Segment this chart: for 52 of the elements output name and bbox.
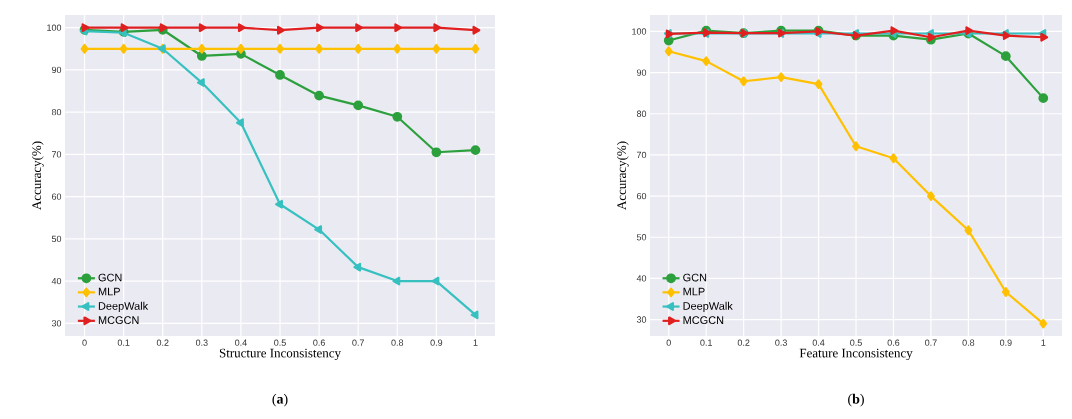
x-tick-label: 0.8: [391, 339, 404, 346]
legend-label: GCN: [98, 273, 122, 282]
x-tick-label: 0.6: [887, 339, 900, 346]
text: (a): [272, 393, 288, 407]
y-tick-label: 60: [636, 192, 647, 200]
y-tick-label: 60: [51, 193, 62, 200]
x-tick-label: 1: [1041, 339, 1046, 346]
x-tick-label: 0.4: [812, 339, 825, 346]
x-tick-label: 0.9: [999, 339, 1012, 346]
legend-label: DeepWalk: [98, 301, 149, 313]
x-tick-label: 0.2: [737, 339, 750, 346]
x-axis-title: Structure Inconsistency: [219, 348, 341, 361]
x-tick-label: 0: [666, 339, 671, 346]
y-tick-label: 90: [636, 69, 647, 76]
y-tick-label: 100: [632, 28, 647, 35]
x-tick-label: 1: [473, 339, 478, 346]
y-axis-title: Accuracy(%): [31, 141, 44, 210]
x-tick-label: 0.7: [925, 339, 937, 346]
y-tick-label: 30: [636, 316, 647, 323]
legend-label: GCN: [683, 273, 707, 282]
x-tick-label: 0.5: [274, 339, 286, 346]
legend-label: DeepWalk: [683, 301, 733, 313]
y-tick-label: 80: [636, 110, 647, 117]
y-tick-label: 80: [51, 108, 62, 116]
x-axis-title: Feature Inconsistency: [799, 348, 913, 361]
y-tick-label: 70: [636, 151, 647, 159]
y-tick-label: 50: [636, 234, 647, 241]
x-tick-label: 0.9: [430, 339, 443, 346]
y-axis-title: Accuracy(%): [616, 141, 629, 210]
x-tick-label: 0.2: [156, 339, 169, 346]
x-tick-label: 0.4: [235, 339, 247, 346]
legend-label: MLP: [683, 287, 705, 296]
legend-label: MCGCN: [683, 316, 724, 325]
x-tick-label: 0.7: [352, 339, 364, 346]
y-tick-label: 90: [51, 66, 62, 74]
y-tick-label: 30: [51, 320, 62, 327]
x-tick-label: 0: [82, 339, 87, 346]
y-tick-label: 40: [51, 277, 62, 285]
x-tick-label: 0.5: [850, 339, 862, 346]
legend-label: MLP: [98, 287, 120, 296]
text: (b): [848, 393, 864, 407]
y-tick-label: 50: [51, 235, 62, 243]
y-tick-label: 100: [47, 24, 62, 31]
x-tick-label: 0.8: [962, 339, 975, 346]
y-tick-label: 40: [636, 275, 647, 282]
x-tick-label: 0.3: [195, 339, 208, 346]
legend-label: MCGCN: [98, 316, 139, 325]
y-tick-label: 70: [51, 151, 62, 158]
x-tick-label: 0.1: [117, 339, 130, 346]
x-tick-label: 0.3: [775, 339, 787, 346]
x-tick-label: 0.6: [313, 339, 325, 346]
x-tick-label: 0.1: [700, 339, 712, 346]
